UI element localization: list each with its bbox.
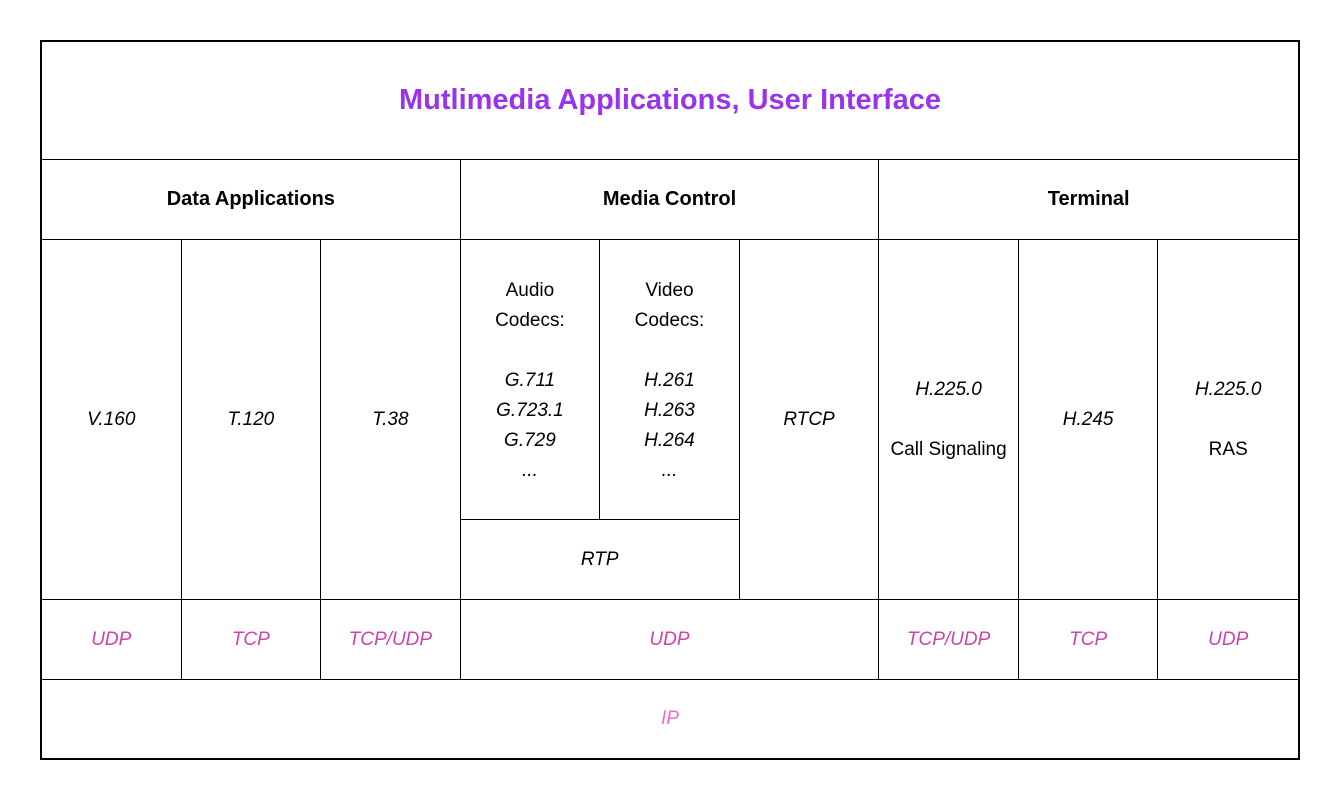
transport-udp-media: UDP — [460, 600, 880, 680]
video-codecs-label: Video Codecs: — [634, 280, 705, 331]
audio-codecs-label: Audio Codecs: — [495, 280, 565, 331]
codec-item: G.711 — [504, 370, 556, 391]
audio-codecs-list: G.711 G.723.1 G.729 ... — [487, 366, 573, 486]
cell-call-signaling: H.225.0 Call Signaling — [879, 240, 1019, 600]
ras-protocol: H.225.0 — [1194, 378, 1262, 400]
codec-item: ... — [522, 460, 538, 481]
header-media-control: Media Control — [460, 160, 880, 240]
codec-item: ... — [661, 460, 678, 481]
header-terminal: Terminal — [879, 160, 1298, 240]
transport-tcpudp-t38: TCP/UDP — [321, 600, 461, 680]
transport-udp-ras: UDP — [1158, 600, 1298, 680]
cell-rtp: RTP — [460, 520, 740, 600]
cell-t38: T.38 — [321, 240, 461, 600]
ip-layer: IP — [661, 708, 679, 729]
cell-h245: H.245 — [1018, 240, 1159, 600]
spacer — [891, 405, 1007, 435]
video-codecs-list: H.261 H.263 H.264 ... — [626, 366, 712, 486]
codec-item: H.263 — [644, 400, 695, 421]
cell-video-codecs: Video Codecs: H.261 H.263 H.264 ... — [600, 240, 740, 520]
codec-item: G.729 — [504, 430, 556, 451]
call-signaling-protocol: H.225.0 — [915, 378, 982, 400]
diagram-title: Mutlimedia Applications, User Interface — [42, 42, 1298, 160]
header-data-applications: Data Applications — [42, 160, 461, 240]
codec-item: G.723.1 — [496, 400, 564, 421]
cell-ras: H.225.0 RAS — [1158, 240, 1298, 600]
ras-label: RAS — [1208, 438, 1248, 460]
cell-v160: V.160 — [42, 240, 182, 600]
transport-tcp-h245: TCP — [1018, 600, 1159, 680]
codec-item: H.264 — [644, 430, 695, 451]
transport-tcp-t120: TCP — [181, 600, 322, 680]
spacer — [1195, 405, 1262, 435]
call-signaling-label: Call Signaling — [890, 438, 1007, 460]
cell-t120: T.120 — [181, 240, 322, 600]
transport-udp-v160: UDP — [42, 600, 182, 680]
codec-item: H.261 — [644, 370, 695, 391]
protocol-stack-diagram: Mutlimedia Applications, User Interface … — [40, 40, 1300, 760]
cell-audio-codecs: Audio Codecs: G.711 G.723.1 G.729 ... — [460, 240, 601, 520]
transport-tcpudp-call-signaling: TCP/UDP — [879, 600, 1019, 680]
cell-rtcp: RTCP — [739, 240, 880, 600]
